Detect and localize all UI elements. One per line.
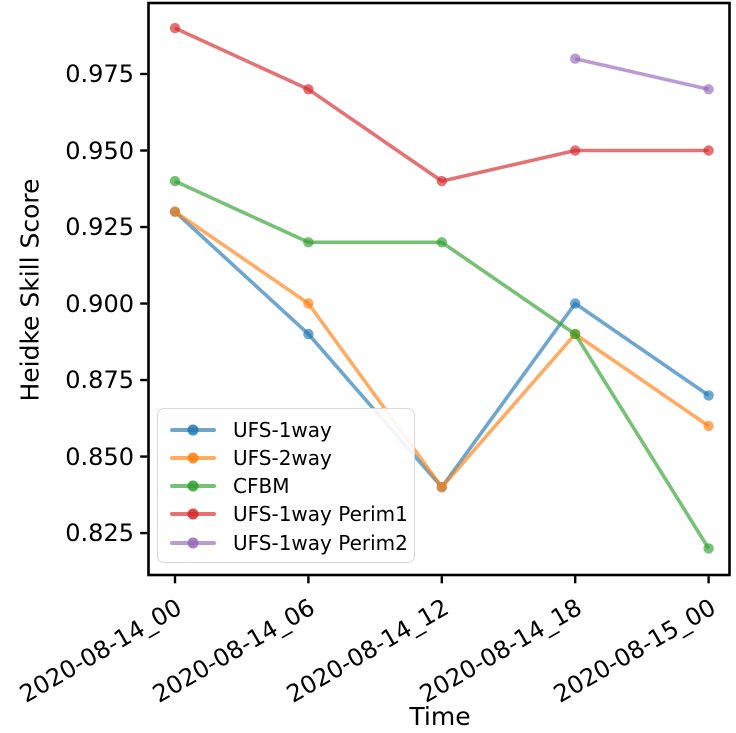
data-point bbox=[169, 22, 181, 34]
legend-label: UFS-1way Perim1 bbox=[233, 502, 408, 527]
axes-frame bbox=[147, 1, 731, 577]
legend-item: UFS-1way Perim1 bbox=[170, 501, 408, 528]
legend-label: UFS-1way Perim2 bbox=[233, 530, 408, 555]
x-axis-label: Time bbox=[409, 702, 471, 731]
legend-line-marker-icon bbox=[170, 451, 216, 465]
y-tick-label: 0.875 bbox=[65, 366, 134, 395]
legend-label: UFS-2way bbox=[233, 445, 332, 470]
legend-label: UFS-1way bbox=[233, 417, 332, 442]
data-point bbox=[303, 328, 314, 340]
data-point bbox=[703, 543, 714, 554]
series-line bbox=[174, 26, 709, 183]
legend-line-marker-icon bbox=[170, 423, 216, 437]
y-tick-label: 0.825 bbox=[65, 519, 134, 548]
legend-item: UFS-1way bbox=[170, 416, 404, 443]
y-tick-label: 0.900 bbox=[65, 289, 134, 318]
data-point bbox=[169, 206, 181, 217]
legend-item: UFS-1way Perim2 bbox=[170, 529, 408, 556]
data-point bbox=[570, 298, 581, 309]
data-point bbox=[570, 328, 581, 340]
data-point bbox=[703, 390, 714, 401]
legend-label: CFBM bbox=[233, 474, 290, 498]
y-tick-label: 0.925 bbox=[65, 213, 134, 242]
legend-line-marker-icon bbox=[170, 479, 216, 493]
legend-item: UFS-2way bbox=[170, 444, 404, 471]
series-line bbox=[574, 56, 710, 92]
data-point bbox=[703, 420, 714, 432]
data-point bbox=[570, 145, 581, 156]
data-point bbox=[303, 237, 314, 248]
data-point bbox=[303, 298, 314, 309]
data-point bbox=[703, 84, 714, 95]
y-tick-label: 0.950 bbox=[65, 136, 134, 165]
data-point bbox=[169, 175, 181, 187]
y-axis-label: Heidke Skill Score bbox=[15, 178, 45, 402]
y-tick-label: 0.850 bbox=[65, 442, 134, 471]
data-point bbox=[436, 482, 447, 493]
data-point bbox=[436, 237, 447, 248]
legend: UFS-1way UFS-2way CFBM UFS-1way Perim1 U… bbox=[157, 408, 415, 563]
y-tick-label: 0.975 bbox=[65, 60, 134, 88]
data-point bbox=[570, 53, 581, 64]
legend-line-marker-icon bbox=[170, 536, 216, 550]
data-point bbox=[303, 84, 314, 95]
data-point bbox=[436, 175, 447, 187]
data-point bbox=[703, 145, 714, 156]
legend-item: CFBM bbox=[170, 473, 404, 500]
legend-line-marker-icon bbox=[170, 507, 216, 521]
